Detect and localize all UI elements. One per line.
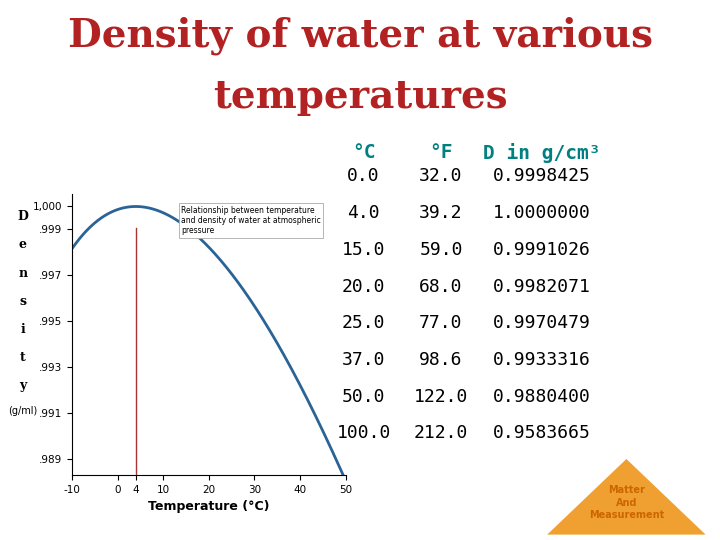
- Text: D: D: [17, 211, 28, 224]
- Text: 50.0: 50.0: [342, 388, 385, 406]
- X-axis label: Temperature (°C): Temperature (°C): [148, 501, 269, 514]
- Text: 59.0: 59.0: [419, 241, 463, 259]
- Text: D in g/cm³: D in g/cm³: [483, 143, 600, 163]
- Text: Matter
And
Measurement: Matter And Measurement: [589, 485, 664, 520]
- Text: 39.2: 39.2: [419, 204, 463, 222]
- Text: °C: °C: [352, 143, 375, 162]
- Text: 98.6: 98.6: [419, 351, 463, 369]
- Text: n: n: [18, 267, 27, 280]
- Text: 0.9933316: 0.9933316: [493, 351, 590, 369]
- Text: Density of water at various: Density of water at various: [68, 16, 652, 55]
- Text: (g/ml): (g/ml): [8, 406, 37, 416]
- Text: 68.0: 68.0: [419, 278, 463, 295]
- Text: 212.0: 212.0: [414, 424, 468, 442]
- Text: 100.0: 100.0: [336, 424, 391, 442]
- Text: 0.9583665: 0.9583665: [493, 424, 590, 442]
- Text: 25.0: 25.0: [342, 314, 385, 332]
- Text: s: s: [19, 295, 26, 308]
- Text: 4.0: 4.0: [347, 204, 380, 222]
- Text: 77.0: 77.0: [419, 314, 463, 332]
- Text: 0.9998425: 0.9998425: [493, 167, 590, 185]
- Text: 1.0000000: 1.0000000: [493, 204, 590, 222]
- Text: 0.9991026: 0.9991026: [493, 241, 590, 259]
- Text: 15.0: 15.0: [342, 241, 385, 259]
- Text: e: e: [19, 239, 27, 252]
- Text: 0.9970479: 0.9970479: [493, 314, 590, 332]
- Text: 0.0: 0.0: [347, 167, 380, 185]
- Text: 37.0: 37.0: [342, 351, 385, 369]
- Text: t: t: [20, 351, 26, 364]
- Text: 122.0: 122.0: [414, 388, 468, 406]
- Text: temperatures: temperatures: [212, 78, 508, 116]
- Text: 32.0: 32.0: [419, 167, 463, 185]
- Text: 0.9982071: 0.9982071: [493, 278, 590, 295]
- Text: Relationship between temperature
and density of water at atmospheric
pressure: Relationship between temperature and den…: [181, 206, 321, 235]
- Text: 20.0: 20.0: [342, 278, 385, 295]
- Text: y: y: [19, 379, 27, 392]
- Text: °F: °F: [429, 143, 453, 162]
- Text: 0.9880400: 0.9880400: [493, 388, 590, 406]
- Polygon shape: [547, 459, 706, 535]
- Text: i: i: [20, 323, 25, 336]
